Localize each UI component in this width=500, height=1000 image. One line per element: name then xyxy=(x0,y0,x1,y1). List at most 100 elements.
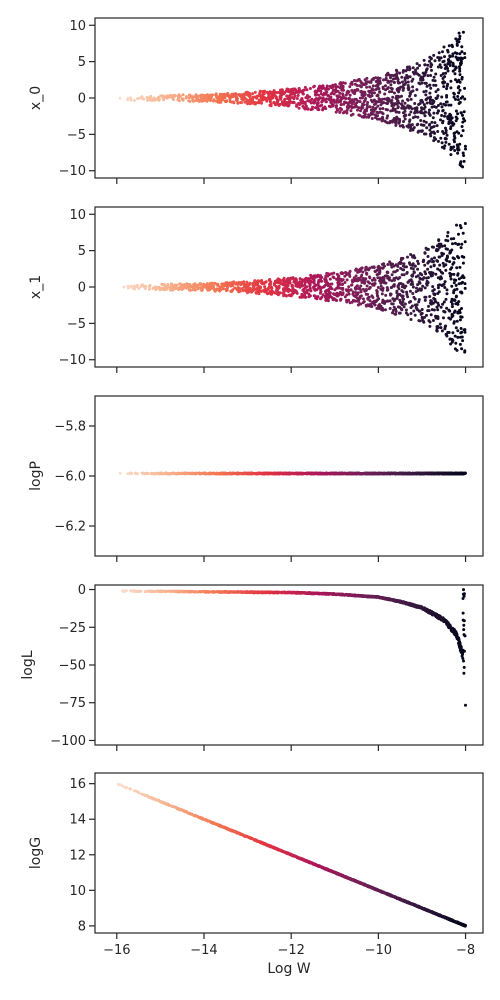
data-point xyxy=(438,263,442,267)
data-point xyxy=(406,280,410,284)
data-point xyxy=(314,106,317,110)
data-point xyxy=(338,110,342,114)
data-point xyxy=(304,104,308,108)
data-point xyxy=(458,88,462,92)
data-point xyxy=(309,472,312,476)
data-point xyxy=(428,295,432,298)
data-point xyxy=(196,287,200,291)
data-point xyxy=(416,115,420,119)
data-point xyxy=(202,282,206,286)
data-point xyxy=(193,285,197,289)
data-point xyxy=(396,77,400,81)
data-point xyxy=(251,92,255,96)
data-point xyxy=(216,282,220,286)
data-point xyxy=(376,111,380,115)
data-point xyxy=(379,284,383,288)
data-point xyxy=(404,81,408,85)
data-point xyxy=(417,319,421,323)
data-point xyxy=(452,298,455,302)
data-point xyxy=(343,281,347,284)
data-point xyxy=(444,126,447,130)
data-point xyxy=(318,96,322,100)
data-point xyxy=(243,471,247,475)
data-point xyxy=(459,134,463,138)
data-point xyxy=(187,93,191,97)
data-point xyxy=(454,66,458,70)
data-point xyxy=(425,68,428,72)
data-point xyxy=(446,48,450,52)
data-point xyxy=(298,277,302,281)
data-point xyxy=(336,277,340,281)
data-point xyxy=(458,37,462,41)
data-point xyxy=(443,327,447,331)
data-point xyxy=(456,98,460,102)
data-point xyxy=(461,611,465,615)
data-point xyxy=(416,130,420,134)
ytick-label: −5.8 xyxy=(54,420,86,435)
data-point xyxy=(446,69,450,73)
data-point xyxy=(357,278,361,281)
data-point xyxy=(420,308,424,311)
data-point xyxy=(426,96,430,100)
data-point xyxy=(181,93,185,97)
data-point xyxy=(384,88,388,92)
data-point xyxy=(448,271,452,275)
data-points xyxy=(121,588,467,707)
data-point xyxy=(461,151,465,155)
data-point xyxy=(447,58,450,62)
data-point xyxy=(436,130,440,133)
data-point xyxy=(421,277,425,281)
data-point xyxy=(166,283,170,286)
data-point xyxy=(272,100,276,104)
data-point xyxy=(404,113,408,117)
data-point xyxy=(344,93,348,97)
data-point xyxy=(458,80,462,84)
data-point xyxy=(344,271,348,275)
data-point xyxy=(286,277,290,280)
data-point xyxy=(258,285,262,289)
data-point xyxy=(451,339,455,342)
data-point xyxy=(320,100,324,104)
data-point xyxy=(441,121,445,125)
data-point xyxy=(448,118,452,122)
data-point xyxy=(165,287,169,291)
data-point xyxy=(369,108,373,112)
data-point xyxy=(247,472,251,475)
data-point xyxy=(368,303,372,306)
data-point xyxy=(219,288,223,292)
data-point xyxy=(374,88,378,91)
data-point xyxy=(242,93,246,97)
data-point xyxy=(457,282,461,286)
data-point xyxy=(301,99,304,103)
data-point xyxy=(437,51,441,55)
data-point xyxy=(324,100,328,104)
data-point xyxy=(318,471,322,475)
data-point xyxy=(436,94,440,98)
data-point xyxy=(454,78,457,82)
data-point xyxy=(176,98,180,102)
data-point xyxy=(129,96,133,100)
data-point xyxy=(386,102,389,105)
data-point xyxy=(366,101,370,104)
data-point xyxy=(302,294,306,298)
data-point xyxy=(353,82,357,86)
data-point xyxy=(407,113,411,117)
data-point xyxy=(460,242,464,246)
data-point xyxy=(257,290,261,294)
data-point xyxy=(278,94,282,98)
data-point xyxy=(409,123,413,127)
data-point xyxy=(373,91,376,95)
data-point xyxy=(382,78,385,82)
data-point xyxy=(443,55,446,59)
data-point xyxy=(350,98,354,102)
data-point xyxy=(440,472,444,476)
data-point xyxy=(263,471,267,475)
data-point xyxy=(205,282,209,286)
data-point xyxy=(393,278,396,282)
data-point xyxy=(426,63,430,67)
data-point xyxy=(459,111,463,115)
data-point xyxy=(458,161,462,165)
data-point xyxy=(459,61,463,65)
data-point xyxy=(336,89,340,93)
